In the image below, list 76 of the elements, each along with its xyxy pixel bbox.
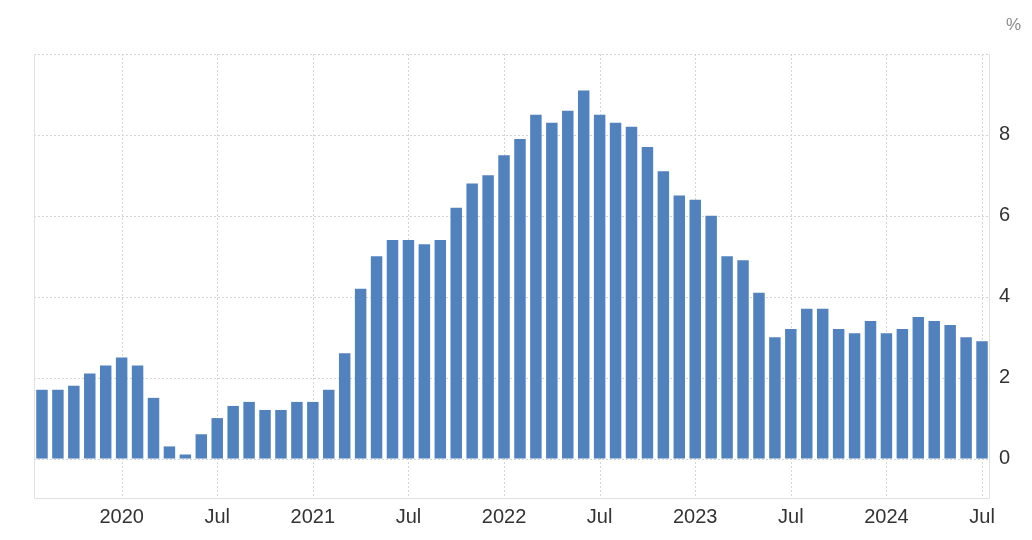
bar [880,333,893,459]
bar [625,126,638,459]
y-tick-label: 0 [999,446,1011,469]
bar [976,341,988,459]
bar [705,215,717,459]
bar [466,183,478,459]
bar [769,337,781,459]
y-tick-label: 8 [999,122,1011,145]
bar [689,199,701,459]
x-tick-label: Jul [395,504,422,527]
y-axis-title: % [1006,15,1022,34]
x-tick-label: 2024 [864,504,909,527]
bar [785,329,797,459]
x-tick-label: Jul [204,504,231,527]
bar [848,333,861,459]
bar [737,260,749,459]
bar [52,389,64,459]
bar [418,244,431,459]
bar [195,434,208,459]
bar [211,418,223,459]
x-tick-label: 2020 [99,504,144,527]
bar [131,365,144,459]
x-tick-label: Jul [969,504,995,527]
bar [147,397,160,459]
bar [163,446,176,459]
bar [657,171,670,459]
bar [944,325,956,459]
bar [68,385,80,459]
bar [99,365,112,459]
bar [338,353,351,459]
x-tick-label: 2021 [290,504,336,527]
bar [259,410,271,459]
bar [673,195,686,459]
bar [609,122,622,459]
bar [227,405,239,459]
bar [641,147,654,459]
bar [816,308,829,459]
bar [402,240,415,459]
bar [434,240,447,459]
bar [323,389,335,459]
bar [864,321,877,459]
bar [912,316,925,459]
bar [115,357,128,459]
bar [801,308,813,459]
x-tick-label: Jul [778,504,804,527]
bar [721,256,733,459]
bar [36,389,48,459]
bar [514,138,526,459]
bar [832,329,845,459]
x-tick-label: Jul [586,504,613,527]
bar [546,122,558,459]
bar [243,401,255,459]
y-tick-label: 6 [999,203,1011,226]
bar [386,240,399,459]
bar [896,329,909,459]
y-tick-label: 4 [999,284,1011,307]
bar [450,207,462,459]
x-tick-label: 2023 [672,504,718,527]
bar [960,337,972,459]
bar [275,410,287,459]
x-tick-label: 2022 [481,504,527,527]
bar [562,110,574,459]
bar [179,454,192,459]
y-tick-label: 2 [999,365,1011,388]
bar [530,114,542,459]
bar [928,321,940,459]
bar [498,155,510,459]
bar [593,114,606,459]
bar [370,256,383,459]
bar [291,401,303,459]
bar [482,175,494,459]
bar [577,90,590,459]
bar [753,292,765,459]
bar [307,401,319,459]
bar [84,373,96,459]
bar [354,288,367,459]
